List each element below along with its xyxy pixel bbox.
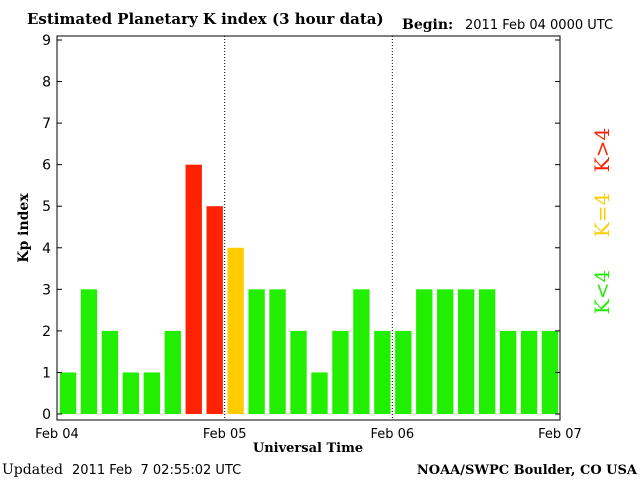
- kp-bar: [185, 164, 202, 414]
- kp-bar: [143, 372, 160, 414]
- chart-title: Estimated Planetary K index (3 hour data…: [27, 10, 384, 28]
- kp-bar: [458, 289, 475, 414]
- kp-bar: [353, 289, 370, 414]
- x-tick-label: Feb 06: [370, 427, 414, 442]
- legend-low: K<4: [590, 270, 614, 314]
- y-tick-label: 0: [42, 407, 51, 423]
- y-tick-label: 2: [42, 324, 51, 340]
- kp-bar: [332, 330, 349, 414]
- y-axis-label: Kp index: [16, 193, 32, 263]
- kp-bar: [101, 330, 119, 414]
- y-tick-label: 3: [42, 282, 51, 298]
- bars-group: [59, 164, 559, 414]
- begin-value: 2011 Feb 04 0000 UTC: [465, 18, 613, 33]
- kp-bar: [541, 330, 559, 414]
- y-tick-label: 9: [42, 33, 51, 49]
- x-tick-label: Feb 07: [538, 427, 582, 442]
- y-tick-label: 8: [42, 75, 51, 91]
- kp-bar: [311, 372, 328, 414]
- legend-high: K>4: [590, 128, 614, 172]
- x-tick-label: Feb 05: [203, 427, 247, 442]
- y-axis-ticks: 0 1 2 3 4 5 6 7 8 9: [42, 33, 560, 423]
- updated-value: 2011 Feb 7 02:55:02 UTC: [72, 463, 241, 478]
- kp-bar: [122, 372, 140, 414]
- x-tick-label: Feb 04: [35, 427, 79, 442]
- kp-bar: [478, 289, 496, 414]
- kp-bar: [395, 330, 412, 414]
- kp-bar: [227, 247, 244, 414]
- y-tick-label: 6: [42, 158, 51, 174]
- kp-bar: [80, 289, 98, 414]
- legend-equal: K=4: [590, 193, 614, 237]
- kp-bar: [437, 289, 454, 414]
- kp-bar: [374, 330, 391, 414]
- x-axis-ticks: Feb 04 Feb 05 Feb 06 Feb 07: [35, 427, 582, 442]
- kp-bar: [499, 330, 517, 414]
- kp-bar: [248, 289, 265, 414]
- updated-label: Updated: [2, 462, 63, 478]
- y-tick-label: 4: [42, 241, 51, 257]
- begin-label: Begin:: [402, 17, 453, 33]
- kp-bar: [269, 289, 286, 414]
- x-axis-label: Universal Time: [253, 441, 363, 456]
- y-tick-label: 1: [42, 365, 51, 381]
- kp-bar: [290, 330, 307, 414]
- kp-bar: [416, 289, 433, 414]
- kp-bar: [59, 372, 77, 414]
- plot-frame: [56, 35, 561, 421]
- kp-bar: [164, 330, 181, 414]
- kp-bar: [520, 330, 538, 414]
- y-tick-label: 5: [42, 199, 51, 215]
- day-dividers: [224, 36, 393, 420]
- y-tick-label: 7: [42, 116, 51, 132]
- kp-bar: [206, 206, 223, 414]
- source-credit: NOAA/SWPC Boulder, CO USA: [417, 463, 638, 478]
